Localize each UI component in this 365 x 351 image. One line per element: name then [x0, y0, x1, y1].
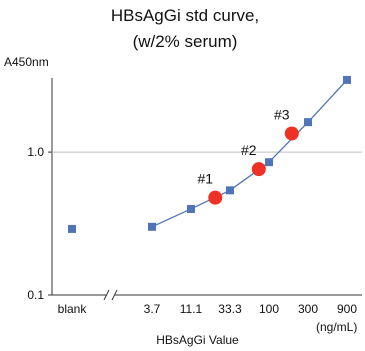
- chart-title-line1: HBsAgGi std curve,: [110, 6, 260, 25]
- x-tick-label: 100: [259, 302, 279, 316]
- sample-label: #3: [274, 106, 290, 122]
- axis-break-mark: [111, 289, 118, 301]
- x-axis-label: HBsAgGi Value: [156, 333, 239, 347]
- sample-point: [284, 126, 299, 141]
- x-tick-label: 33.3: [218, 302, 242, 316]
- standard-data-point: [343, 75, 351, 84]
- x-tick-label: blank: [58, 302, 88, 316]
- sample-label: #1: [197, 171, 213, 187]
- chart-title-line2: (w/2% serum): [132, 32, 238, 51]
- sample-point: [251, 162, 266, 177]
- x-tick-label: 900: [337, 302, 357, 316]
- x-axis-unit: (ng/mL): [316, 320, 358, 334]
- y-axis-label: A450nm: [4, 55, 49, 69]
- standard-data-point: [265, 158, 274, 167]
- blank-data-point: [68, 224, 76, 233]
- y-tick-label: 0.1: [27, 288, 44, 302]
- standard-data-point: [148, 222, 156, 231]
- x-tick-label: 11.1: [180, 302, 203, 316]
- axis-break-mark: [103, 289, 110, 301]
- y-tick-label: 1.0: [27, 145, 44, 159]
- standard-data-point: [186, 204, 195, 213]
- standard-data-point: [225, 186, 234, 195]
- sample-point: [208, 190, 223, 205]
- sample-label: #2: [241, 142, 257, 158]
- x-tick-label: 300: [298, 302, 318, 316]
- axis-break-gap: [107, 289, 115, 301]
- standard-data-point: [304, 118, 313, 127]
- x-tick-label: 3.7: [144, 302, 161, 316]
- standard-curve-line: [151, 79, 348, 228]
